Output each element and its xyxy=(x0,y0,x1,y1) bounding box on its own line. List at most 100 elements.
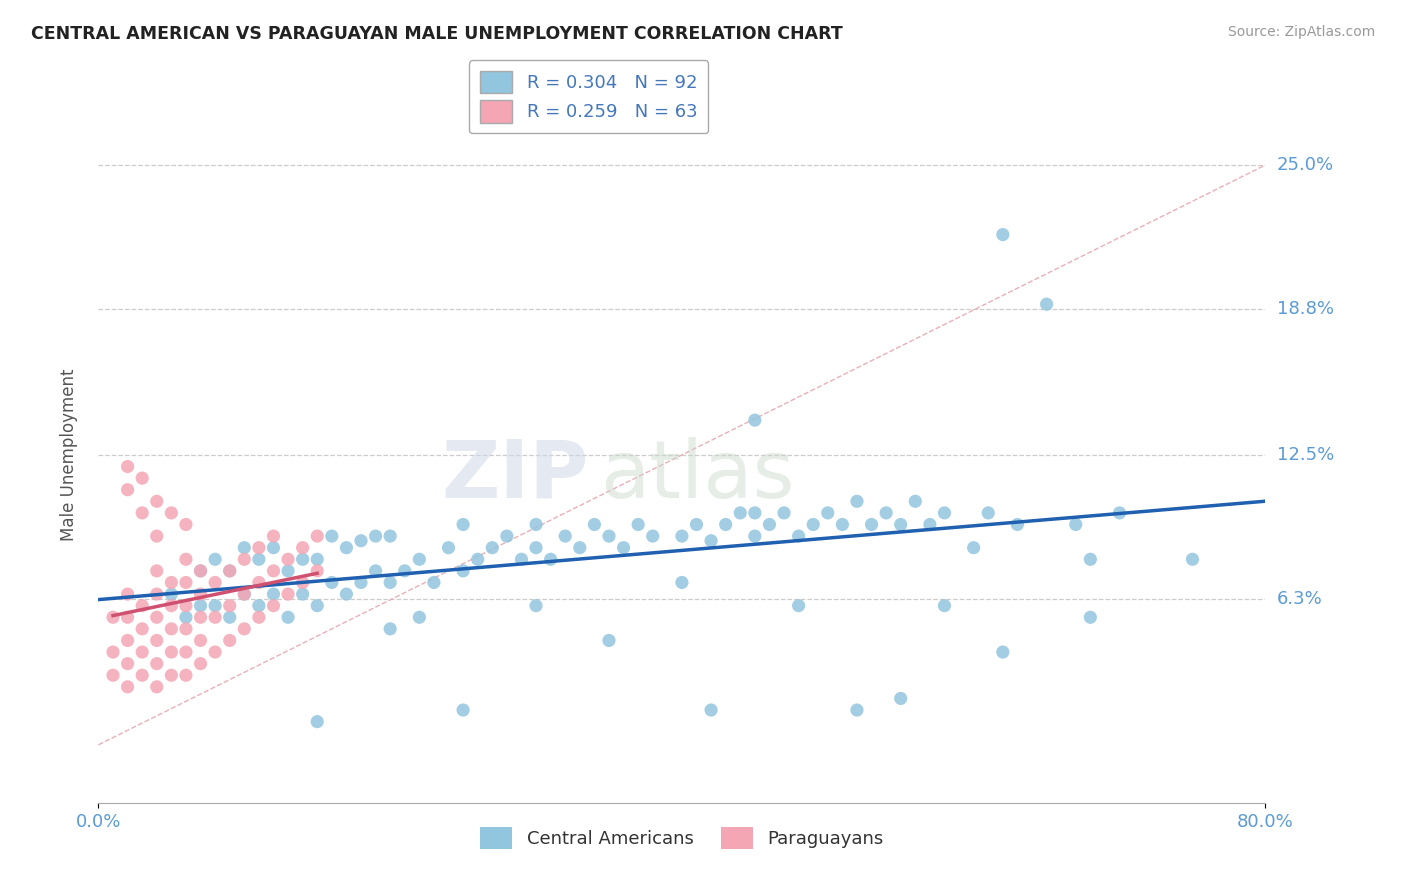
Central Americans xyxy=(1007,517,1029,532)
Central Americans xyxy=(247,552,270,566)
Paraguayans xyxy=(233,622,256,636)
Text: 12.5%: 12.5% xyxy=(1277,446,1334,464)
Paraguayans xyxy=(291,541,314,555)
Central Americans xyxy=(481,541,503,555)
Paraguayans xyxy=(307,529,329,543)
Central Americans xyxy=(744,506,766,520)
Paraguayans xyxy=(160,668,183,682)
Central Americans xyxy=(408,552,430,566)
Central Americans xyxy=(218,564,240,578)
Central Americans xyxy=(730,506,752,520)
Central Americans xyxy=(540,552,562,566)
Paraguayans xyxy=(131,668,153,682)
Paraguayans xyxy=(190,610,212,624)
Paraguayans xyxy=(146,564,169,578)
Central Americans xyxy=(904,494,927,508)
Paraguayans xyxy=(233,552,256,566)
Central Americans xyxy=(934,599,956,613)
Central Americans xyxy=(307,552,329,566)
Central Americans xyxy=(350,575,373,590)
Central Americans xyxy=(262,587,284,601)
Central Americans xyxy=(277,564,299,578)
Central Americans xyxy=(277,610,299,624)
Paraguayans xyxy=(131,599,153,613)
Paraguayans xyxy=(174,599,197,613)
Central Americans xyxy=(890,691,912,706)
Central Americans xyxy=(262,541,284,555)
Central Americans xyxy=(350,533,373,548)
Central Americans xyxy=(598,633,620,648)
Central Americans xyxy=(612,541,634,555)
Paraguayans xyxy=(247,575,270,590)
Central Americans xyxy=(846,703,869,717)
Paraguayans xyxy=(117,459,139,474)
Central Americans xyxy=(437,541,460,555)
Paraguayans xyxy=(131,645,153,659)
Central Americans xyxy=(423,575,446,590)
Paraguayans xyxy=(160,599,183,613)
Paraguayans xyxy=(307,564,329,578)
Paraguayans xyxy=(117,633,139,648)
Central Americans xyxy=(1181,552,1204,566)
Central Americans xyxy=(700,703,723,717)
Central Americans xyxy=(394,564,416,578)
Central Americans xyxy=(174,610,197,624)
Paraguayans xyxy=(204,610,226,624)
Paraguayans xyxy=(174,645,197,659)
Text: 18.8%: 18.8% xyxy=(1277,300,1333,318)
Paraguayans xyxy=(117,657,139,671)
Central Americans xyxy=(787,599,810,613)
Legend: Central Americans, Paraguayans: Central Americans, Paraguayans xyxy=(472,820,891,856)
Paraguayans xyxy=(174,575,197,590)
Central Americans xyxy=(890,517,912,532)
Central Americans xyxy=(380,529,402,543)
Paraguayans xyxy=(117,483,139,497)
Central Americans xyxy=(524,599,547,613)
Paraguayans xyxy=(190,587,212,601)
Central Americans xyxy=(496,529,519,543)
Paraguayans xyxy=(146,494,169,508)
Central Americans xyxy=(1035,297,1057,311)
Central Americans xyxy=(934,506,956,520)
Text: Source: ZipAtlas.com: Source: ZipAtlas.com xyxy=(1227,25,1375,39)
Paraguayans xyxy=(233,587,256,601)
Central Americans xyxy=(451,564,474,578)
Paraguayans xyxy=(146,680,169,694)
Paraguayans xyxy=(146,529,169,543)
Central Americans xyxy=(627,517,650,532)
Text: 6.3%: 6.3% xyxy=(1277,590,1322,607)
Central Americans xyxy=(817,506,839,520)
Central Americans xyxy=(451,703,474,717)
Text: atlas: atlas xyxy=(600,437,794,515)
Central Americans xyxy=(801,517,824,532)
Central Americans xyxy=(204,552,226,566)
Y-axis label: Male Unemployment: Male Unemployment xyxy=(59,368,77,541)
Paraguayans xyxy=(218,564,240,578)
Paraguayans xyxy=(101,610,124,624)
Paraguayans xyxy=(174,622,197,636)
Central Americans xyxy=(1108,506,1130,520)
Paraguayans xyxy=(190,657,212,671)
Central Americans xyxy=(307,714,329,729)
Central Americans xyxy=(1080,552,1102,566)
Central Americans xyxy=(380,575,402,590)
Paraguayans xyxy=(204,645,226,659)
Paraguayans xyxy=(262,529,284,543)
Central Americans xyxy=(408,610,430,624)
Central Americans xyxy=(190,599,212,613)
Central Americans xyxy=(875,506,897,520)
Central Americans xyxy=(160,587,183,601)
Text: 25.0%: 25.0% xyxy=(1277,156,1334,174)
Paraguayans xyxy=(146,610,169,624)
Paraguayans xyxy=(160,645,183,659)
Paraguayans xyxy=(117,680,139,694)
Central Americans xyxy=(714,517,737,532)
Central Americans xyxy=(598,529,620,543)
Paraguayans xyxy=(131,471,153,485)
Paraguayans xyxy=(262,564,284,578)
Central Americans xyxy=(233,587,256,601)
Paraguayans xyxy=(117,610,139,624)
Central Americans xyxy=(700,533,723,548)
Central Americans xyxy=(524,517,547,532)
Paraguayans xyxy=(247,610,270,624)
